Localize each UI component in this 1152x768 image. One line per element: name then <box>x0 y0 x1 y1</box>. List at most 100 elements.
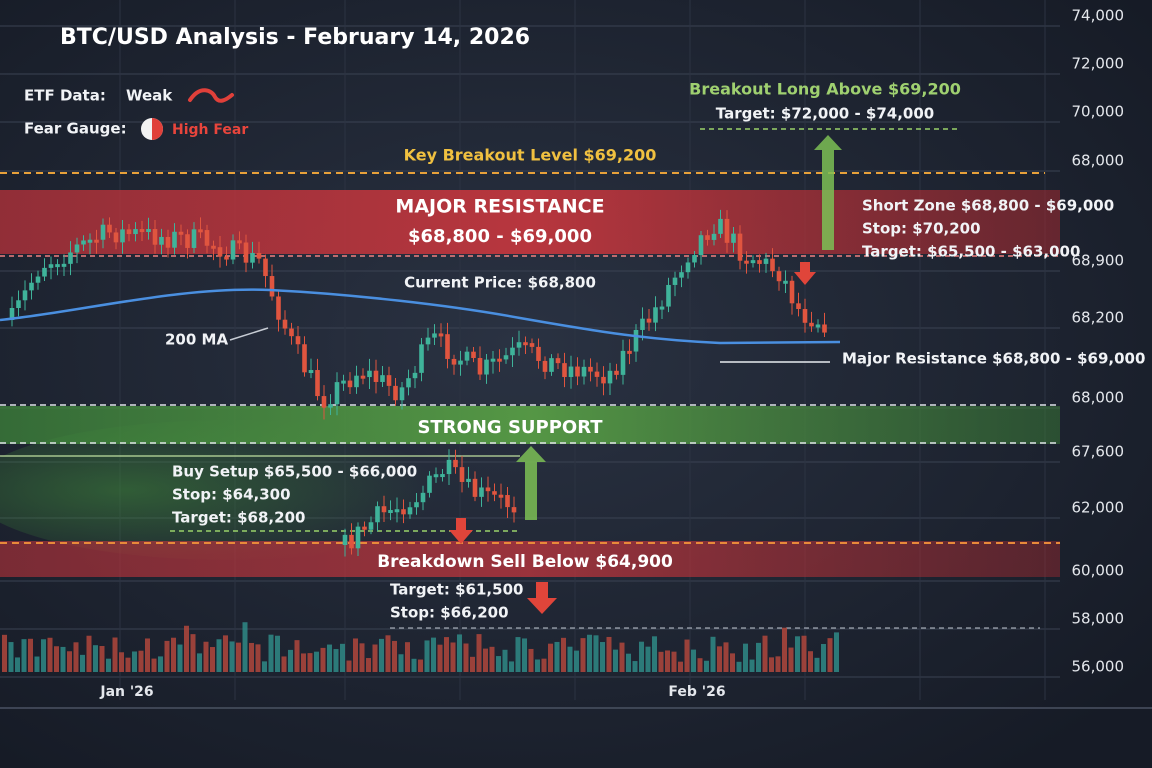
candle <box>94 239 99 243</box>
volume-bar <box>93 645 98 672</box>
volume-bar <box>548 643 553 672</box>
volume-bar <box>691 649 696 672</box>
volume-bar <box>730 653 735 672</box>
candle <box>479 487 484 497</box>
candle <box>381 506 387 513</box>
volume-bar <box>775 656 781 672</box>
candle <box>407 507 413 515</box>
volume-bar <box>795 636 800 672</box>
volume-bar <box>762 635 768 672</box>
axis-label: 70,000 <box>1072 103 1125 121</box>
volume-bar <box>294 640 300 672</box>
candle <box>466 478 471 482</box>
volume-bar <box>613 649 618 672</box>
candle <box>349 534 354 549</box>
volume-bar <box>229 641 235 672</box>
volume-bar <box>424 640 430 672</box>
volume-bar <box>463 643 469 672</box>
volume-bar <box>99 646 105 672</box>
volume-bar <box>366 658 371 672</box>
volume-bar <box>145 638 150 672</box>
candle <box>211 245 216 249</box>
candle <box>401 509 406 515</box>
volume-bar <box>307 653 313 672</box>
candle <box>159 236 164 245</box>
volume-bar <box>476 634 482 672</box>
candle <box>685 262 691 273</box>
volume-bar <box>184 625 189 672</box>
candle <box>386 375 392 386</box>
volume-bar <box>554 641 560 672</box>
volume-bar <box>496 656 501 672</box>
candle <box>451 358 457 365</box>
candle <box>575 366 580 377</box>
candle <box>459 467 465 482</box>
current-price: Current Price: $68,800 <box>404 274 596 292</box>
volume-bar <box>574 650 579 672</box>
volume-bar <box>28 638 33 672</box>
volume-bar <box>561 637 566 672</box>
volume-bar <box>821 644 826 672</box>
candle <box>100 224 106 240</box>
volume-bar <box>177 644 183 672</box>
candle <box>633 329 639 352</box>
volume-bar <box>756 642 761 672</box>
axis-label: 68,900 <box>1072 252 1125 270</box>
candle <box>737 233 743 261</box>
axis-label: 72,000 <box>1072 55 1125 73</box>
candle <box>601 376 606 384</box>
short-zone: Short Zone $68,800 - $69,000 <box>862 197 1114 215</box>
volume-bar <box>275 635 280 672</box>
volume-bar <box>827 638 833 672</box>
candle <box>315 370 320 397</box>
volume-bar <box>398 654 404 672</box>
candle <box>61 263 67 267</box>
volume-bar <box>158 656 163 672</box>
candle <box>55 264 60 268</box>
candle <box>503 355 509 360</box>
candle <box>510 347 515 356</box>
volume-bar <box>119 652 124 672</box>
volume-bar <box>626 653 631 672</box>
candle <box>653 307 658 323</box>
volume-bar <box>632 661 638 672</box>
volume-bar <box>223 635 228 672</box>
volume-bar <box>431 637 436 672</box>
candle <box>198 229 203 233</box>
candle <box>414 502 419 508</box>
candle <box>22 290 28 301</box>
candle <box>35 276 41 283</box>
axis-label: 56,000 <box>1072 658 1125 676</box>
candle <box>120 229 125 243</box>
volume-bar <box>80 654 85 672</box>
candle <box>282 319 288 329</box>
candle <box>420 492 426 503</box>
candle <box>692 255 697 263</box>
short-stop: Stop: $70,200 <box>862 220 981 238</box>
volume-bar <box>704 660 709 672</box>
volume-bar <box>606 636 612 672</box>
candle <box>432 333 437 338</box>
candle <box>204 230 210 246</box>
support-band <box>0 406 1060 444</box>
volume-bar <box>450 642 456 672</box>
axis-label: 58,000 <box>1072 610 1125 628</box>
volume-bar <box>782 627 787 672</box>
resistance-range: $68,800 - $69,000 <box>408 226 592 247</box>
volume-bar <box>210 647 215 672</box>
candle <box>471 351 476 358</box>
volume-bar <box>788 647 794 672</box>
candle <box>295 336 301 345</box>
candle <box>620 350 626 375</box>
candle <box>666 284 671 307</box>
volume-bar <box>346 660 352 672</box>
volume-bar <box>164 640 170 672</box>
volume-bar <box>125 657 131 672</box>
candles <box>9 209 827 557</box>
volume-bar <box>535 659 540 672</box>
volume-bar <box>190 634 196 672</box>
candle <box>627 350 632 354</box>
volume-bar <box>203 641 209 672</box>
fear-label: Fear Gauge: <box>24 120 127 138</box>
down-arrow <box>449 518 473 544</box>
